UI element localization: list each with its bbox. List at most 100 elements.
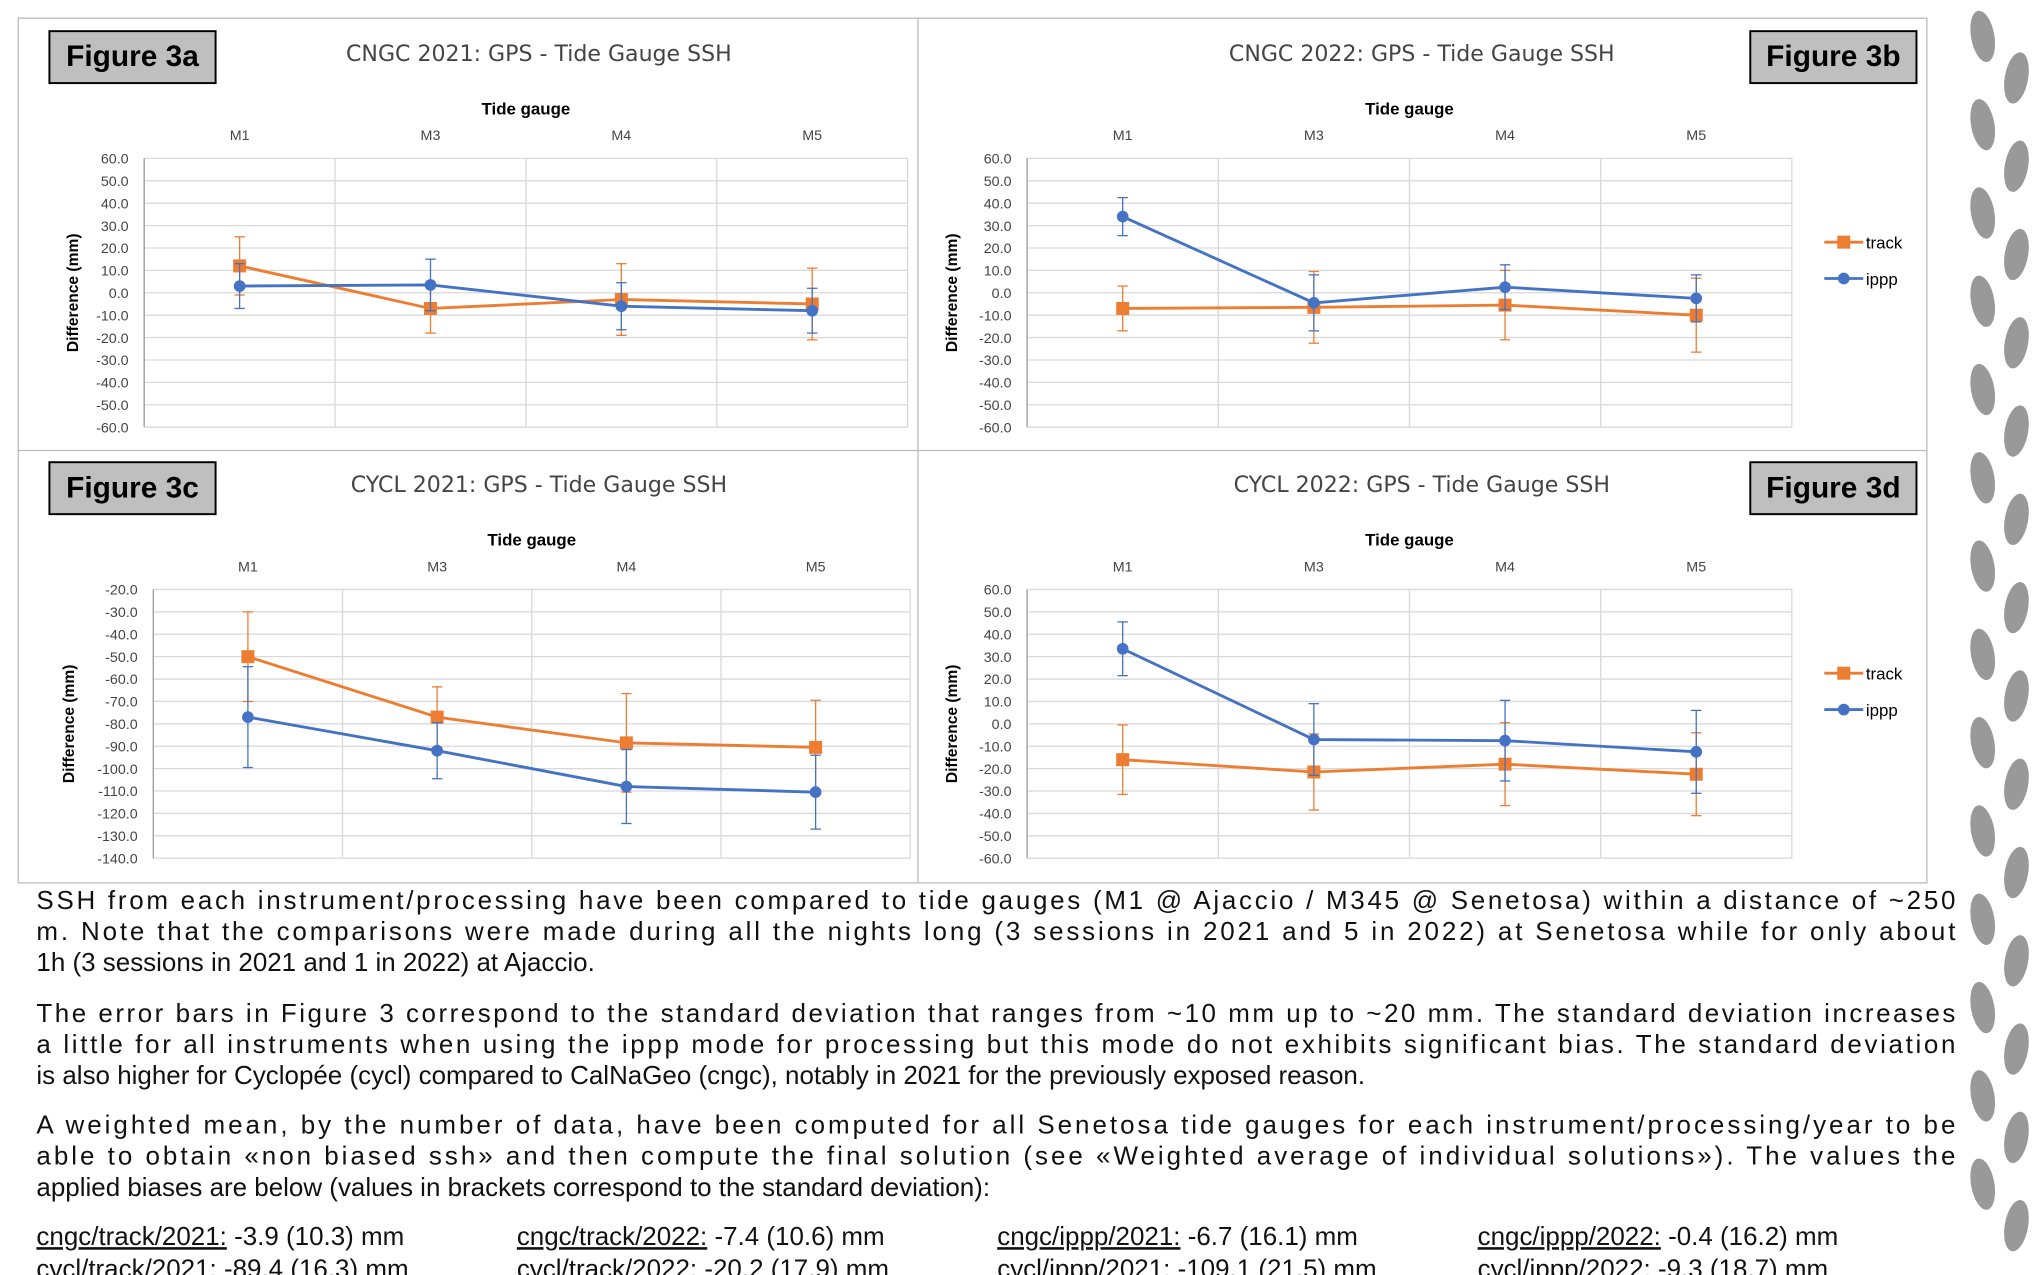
footprint: [2000, 668, 2032, 723]
y-tick-label: -100.0: [97, 762, 138, 778]
y-tick-label: -40.0: [96, 376, 129, 392]
x-axis-title: Tide gauge: [487, 530, 576, 549]
data-point: [242, 711, 254, 723]
y-tick-label: -50.0: [979, 398, 1012, 414]
footprint: [1967, 97, 1999, 152]
data-point: [1499, 735, 1511, 747]
footprint: [1967, 538, 1999, 593]
bias-entry: cycl/ippp/2021: -109.1 (21.5) mm: [997, 1254, 1376, 1275]
x-tick-label: M4: [611, 128, 631, 144]
y-tick-label: 20.0: [101, 241, 129, 257]
y-tick-label: -20.0: [979, 762, 1012, 778]
x-tick-label: M1: [1113, 559, 1133, 575]
y-tick-label: -20.0: [105, 583, 138, 599]
footprint: [1967, 450, 1999, 505]
y-tick-label: -80.0: [105, 717, 138, 733]
y-tick-label: -90.0: [105, 739, 138, 755]
y-tick-label: -30.0: [979, 353, 1012, 369]
legend-marker: [1838, 273, 1850, 285]
y-tick-label: -10.0: [979, 739, 1012, 755]
bias-entry: cngc/track/2022: -7.4 (10.6) mm: [517, 1221, 885, 1251]
x-tick-label: M1: [238, 559, 258, 575]
footprint: [2000, 227, 2032, 282]
data-point: [425, 279, 437, 291]
data-point: [241, 650, 254, 663]
figure-label: Figure 3a: [66, 40, 199, 73]
data-point: [431, 745, 443, 757]
y-tick-label: -40.0: [979, 807, 1012, 823]
x-axis-title: Tide gauge: [1365, 530, 1454, 549]
bias-label: cngc/ippp/2022:: [1478, 1221, 1661, 1251]
y-tick-label: -50.0: [979, 829, 1012, 845]
bias-value: -20.2 (17.9) mm: [704, 1254, 889, 1275]
paragraph-line: 1h (3 sessions in 2021 and 1 in 2022) at…: [36, 947, 594, 977]
data-point: [234, 280, 246, 292]
y-tick-label: 10.0: [984, 695, 1012, 711]
x-tick-label: M3: [421, 128, 441, 144]
footprint: [1967, 1068, 1999, 1123]
footprint: [1967, 892, 1999, 947]
x-tick-label: M4: [1495, 559, 1515, 575]
paragraph-line: SSH from each instrument/processing have…: [36, 885, 1955, 915]
y-tick-label: -140.0: [97, 851, 138, 867]
chart-title: CNGC 2021: GPS - Tide Gauge SSH: [346, 42, 732, 67]
figure-label: Figure 3c: [66, 471, 199, 504]
bias-value: -9.3 (18.7) mm: [1658, 1254, 1828, 1275]
bias-value: -0.4 (16.2) mm: [1668, 1221, 1838, 1251]
bias-label: cngc/track/2021:: [36, 1221, 226, 1251]
bias-value: -89.4 (16.3) mm: [224, 1254, 409, 1275]
y-tick-label: -10.0: [96, 308, 129, 324]
page: Figure 3a CNGC 2021: GPS - Tide Gauge SSH…: [0, 0, 2036, 1275]
footprint: [2000, 580, 2032, 635]
footprint: [2000, 845, 2032, 900]
y-tick-label: 30.0: [984, 650, 1012, 666]
y-tick-label: -20.0: [979, 331, 1012, 347]
paragraph-line: applied biases are below (values in brac…: [36, 1172, 990, 1202]
data-point: [1116, 302, 1129, 315]
footprint: [1967, 1157, 1999, 1212]
bias-value: -3.9 (10.3) mm: [234, 1221, 404, 1251]
x-tick-label: M1: [1113, 128, 1133, 144]
footprint: [2000, 1021, 2032, 1076]
legend-label: ippp: [1866, 270, 1898, 289]
data-point: [1690, 293, 1702, 305]
x-tick-label: M5: [802, 128, 822, 144]
paragraph-line: able to obtain «non biased ssh» and then…: [36, 1141, 1955, 1171]
footprint: [2000, 139, 2032, 194]
x-axis-title: Tide gauge: [482, 99, 571, 118]
bias-label: cycl/track/2021:: [36, 1254, 216, 1275]
footprint: [1967, 362, 1999, 417]
x-tick-label: M3: [1304, 559, 1324, 575]
footprint: [1967, 803, 1999, 858]
data-point: [621, 781, 633, 793]
bias-entry: cycl/ippp/2022: -9.3 (18.7) mm: [1478, 1254, 1829, 1275]
page-canvas: Figure 3a CNGC 2021: GPS - Tide Gauge SSH…: [0, 0, 2036, 1275]
y-tick-label: -40.0: [105, 627, 138, 643]
y-tick-label: -50.0: [96, 398, 129, 414]
x-tick-label: M3: [1304, 128, 1324, 144]
x-tick-label: M4: [1495, 128, 1515, 144]
paragraph-line: m. Note that the comparisons were made d…: [36, 916, 1956, 946]
footprint: [2000, 492, 2032, 547]
y-tick-label: -60.0: [96, 420, 129, 436]
bias-label: cycl/ippp/2022:: [1478, 1254, 1651, 1275]
bias-entry: cngc/track/2021: -3.9 (10.3) mm: [36, 1221, 404, 1251]
x-tick-label: M5: [1686, 559, 1706, 575]
y-tick-label: 30.0: [984, 219, 1012, 235]
y-tick-label: -30.0: [105, 605, 138, 621]
data-point: [1499, 281, 1511, 293]
legend-label: ippp: [1866, 701, 1898, 720]
y-tick-label: 40.0: [984, 196, 1012, 212]
paragraph-line: a little for all instruments when using …: [36, 1029, 1955, 1059]
footprint: [2000, 50, 2032, 105]
footprint: [2000, 315, 2032, 370]
y-tick-label: 20.0: [984, 241, 1012, 257]
footprint: [1967, 715, 1999, 770]
x-tick-label: M5: [1686, 128, 1706, 144]
footprint: [1967, 627, 1999, 682]
figure-label: Figure 3b: [1766, 40, 1900, 73]
y-tick-label: 60.0: [984, 583, 1012, 599]
y-tick-label: -30.0: [96, 353, 129, 369]
data-point: [431, 711, 444, 724]
paragraph-line: The error bars in Figure 3 correspond to…: [36, 998, 1955, 1028]
